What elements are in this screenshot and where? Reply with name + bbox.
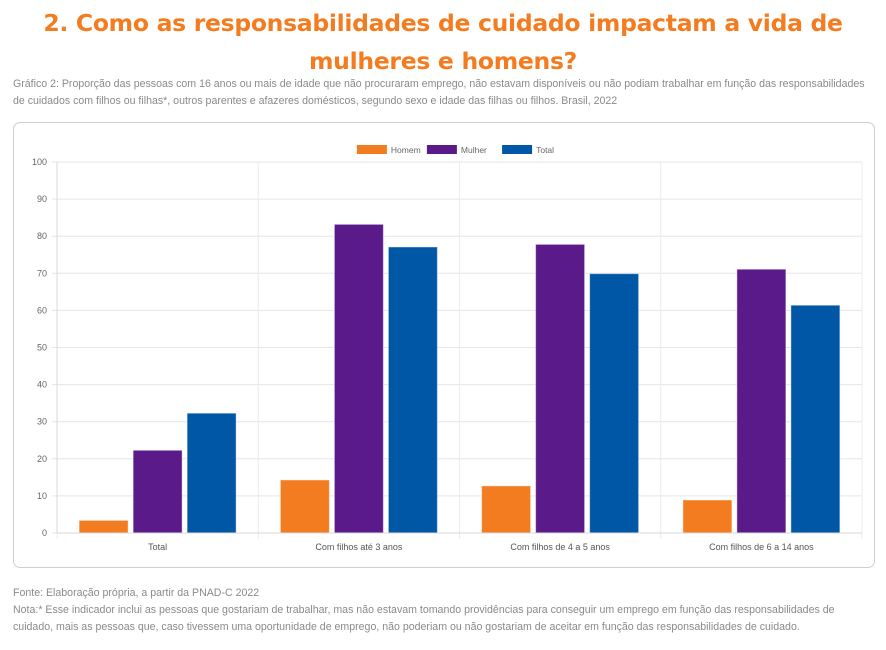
bar-homem-0 [78,519,129,534]
bar-mulher-2 [535,243,586,534]
note-text: Nota:* Esse indicador inclui as pessoas … [13,604,835,633]
axis-layer: 0 10 20 30 40 50 60 70 80 90 100 Total Com filhos at… [32,157,862,552]
source-text: Fonte: Elaboração própria, a partir da P… [13,587,260,599]
bar-homem-2 [481,485,532,534]
y-tick-label: 30 [37,417,47,427]
legend-label: Homem [391,145,421,155]
legend-label: Mulher [461,145,487,155]
x-tick-label: Com filhos de 6 a 14 anos [709,542,814,552]
legend: Homem Mulher Total [356,145,554,155]
chart-caption: Gráfico 2: Proporção das pessoas com 16 … [13,78,865,107]
y-tick-label: 90 [37,194,47,204]
chart-footer: Fonte: Elaboração própria, a partir da P… [13,585,875,636]
bar-total-2 [589,273,640,534]
y-tick-label: 100 [32,157,47,167]
bar-chart: 0 10 20 30 40 50 60 70 80 90 100 Total Com filhos at… [32,145,863,552]
bar-mulher-1 [333,223,384,534]
page-title: 2. Como as responsabilidades de cuidado … [43,9,843,75]
legend-swatch [426,145,457,154]
y-tick-label: 10 [37,491,47,501]
chart-card: 0 10 20 30 40 50 60 70 80 90 100 Total Com filhos at… [13,122,875,568]
legend-item-mulher: Mulher [426,145,487,155]
x-tick-label: Com filhos até 3 anos [315,542,403,552]
bar-total-3 [790,304,841,534]
bar-mulher-0 [132,449,183,534]
legend-item-total: Total [502,145,554,155]
x-tick-label: Total [148,542,167,552]
legend-swatch [502,145,533,154]
bar-homem-1 [279,479,330,534]
y-tick-label: 40 [37,380,47,390]
legend-swatch [356,145,387,154]
bar-total-1 [387,246,438,534]
legend-label: Total [536,145,554,155]
y-tick-label: 60 [37,305,47,315]
y-tick-label: 0 [42,528,47,538]
y-tick-label: 50 [37,343,47,353]
x-tick-label: Com filhos de 4 a 5 anos [510,542,610,552]
legend-item-homem: Homem [356,145,421,155]
y-tick-label: 80 [37,231,47,241]
y-tick-label: 20 [37,454,47,464]
bar-homem-3 [682,499,733,534]
y-tick-label: 70 [37,268,47,278]
bar-total-0 [186,412,237,534]
bars-layer [78,223,841,534]
bar-mulher-3 [736,268,787,534]
